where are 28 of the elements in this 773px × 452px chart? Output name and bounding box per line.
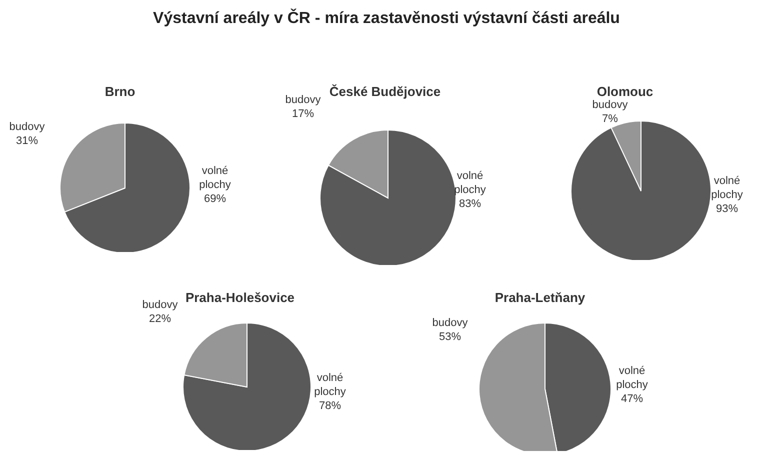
data-label: 31% [16,134,38,147]
data-label: 7% [602,112,618,125]
chart-title: Praha-Holešovice [185,290,295,305]
pie-slice [570,120,712,260]
data-label: 22% [148,312,172,325]
slice-label: budovy [142,298,178,311]
slice-label: budovy [432,316,468,329]
slice-label: budovy [285,94,322,106]
slice-label: volné plochy [711,174,744,201]
data-label: 78% [318,400,342,412]
data-label: 17% [292,108,314,120]
slice-label: budovy [592,98,628,111]
pie-slice [320,130,456,265]
slice-label: volné plochy [314,372,346,398]
chart-title: Olomouc [596,83,654,100]
chart-title: Brno [104,83,136,101]
slice-label: budovy [9,120,46,133]
data-label: 93% [716,202,738,215]
data-label: 53% [438,330,462,343]
data-label: 83% [458,198,482,210]
data-label: 69% [204,192,226,205]
slice-label: volné plochy [454,170,486,196]
data-label: 47% [620,392,644,405]
slice-label: volné plochy [199,164,232,191]
chart-title: České Budějovice [329,84,441,99]
text: Výstavní areály v ČR - míra zastavěnosti výstavní části areálu [152,10,621,28]
chart-title: Praha-Letňany [494,289,586,307]
slice-label: volné plochy [616,364,648,391]
